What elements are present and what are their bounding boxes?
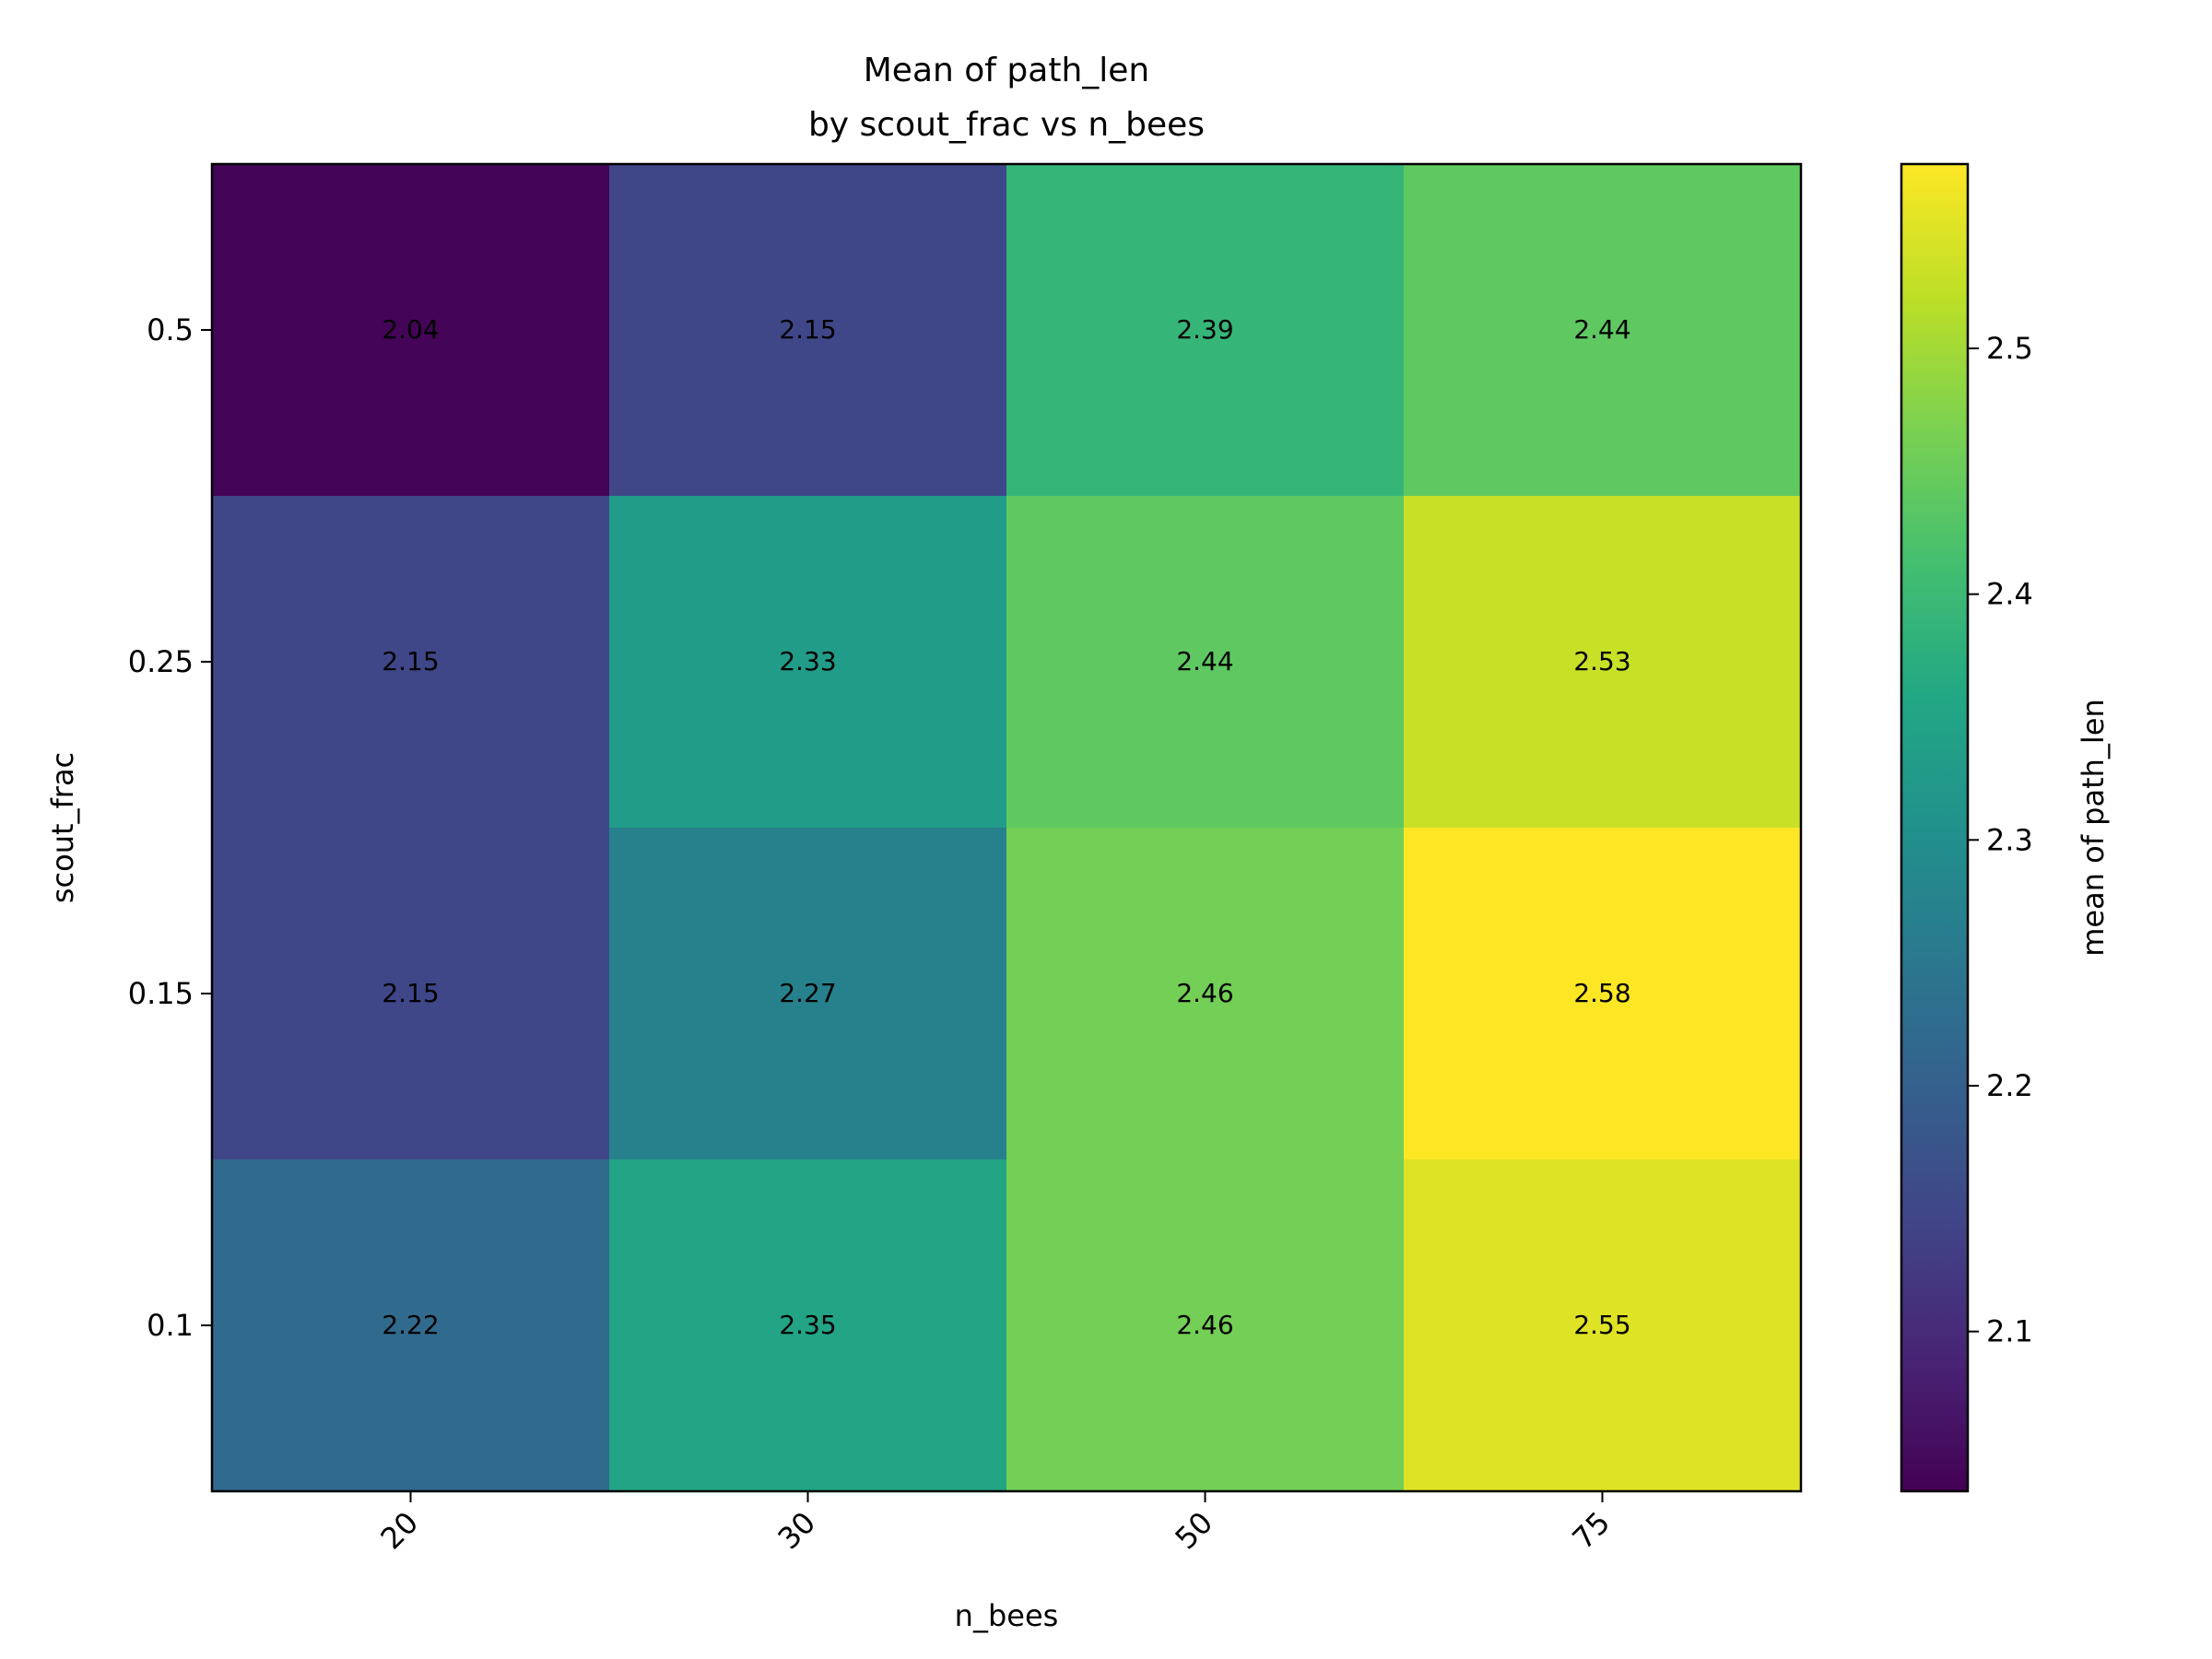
colorbar-frame	[1900, 162, 1970, 1493]
cell-value-label: 2.22	[382, 1310, 439, 1340]
cell-value-label: 2.44	[1176, 646, 1233, 677]
heatmap-cell-labels: 2.04 2.15 2.39 2.44 2.15 2.33 2.44 2.53 2.15 2.27…	[382, 314, 1630, 1340]
colorbar-tick-label: 2.5	[1986, 331, 2033, 366]
cell-value-label: 2.27	[779, 978, 836, 1008]
cell-value-label: 2.46	[1176, 978, 1233, 1008]
y-tick-label: 0.15	[128, 976, 194, 1011]
y-axis-label: scout_frac	[45, 752, 80, 903]
heatmap-cell	[609, 828, 1007, 1160]
cell-value-label: 2.53	[1573, 646, 1630, 677]
x-tick-label: 75	[1565, 1505, 1617, 1557]
cell-value-label: 2.44	[1573, 314, 1630, 345]
chart-title: Mean of path_len	[864, 52, 1149, 89]
cell-value-label: 2.15	[382, 646, 439, 677]
x-tick-label: 50	[1168, 1505, 1219, 1557]
colorbar-tick-label: 2.2	[1986, 1068, 2033, 1103]
y-axis-ticks: 0.5 0.25 0.15 0.1	[128, 312, 212, 1343]
x-axis-ticks: 20 30 50 75	[373, 1491, 1617, 1556]
colorbar-tick-label: 2.4	[1986, 577, 2033, 612]
heatmap-cell	[1006, 828, 1405, 1160]
x-tick-label: 30	[771, 1505, 822, 1557]
cell-value-label: 2.15	[382, 978, 439, 1008]
cell-value-label: 2.58	[1573, 978, 1630, 1008]
heatmap-cell	[609, 496, 1007, 829]
heatmap-cell	[609, 164, 1007, 497]
y-tick-label: 0.1	[147, 1308, 194, 1343]
heatmap-cell	[1404, 164, 1802, 497]
heatmap-cell	[1404, 496, 1802, 829]
heatmap-cell	[1404, 1159, 1802, 1492]
heatmap-cell	[1006, 496, 1405, 829]
heatmap-cell	[212, 496, 610, 829]
heatmap-cell	[212, 1159, 610, 1492]
colorbar-label: mean of path_len	[2076, 699, 2111, 957]
cell-value-label: 2.55	[1573, 1310, 1630, 1340]
x-tick-label: 20	[373, 1505, 425, 1557]
cell-value-label: 2.15	[779, 314, 836, 345]
cell-value-label: 2.46	[1176, 1310, 1233, 1340]
y-tick-label: 0.25	[128, 644, 194, 679]
heatmap-cells	[212, 164, 1802, 1492]
chart-subtitle: by scout_frac vs n_bees	[808, 106, 1205, 144]
plot-frame	[210, 162, 1803, 1493]
cell-value-label: 2.33	[779, 646, 836, 677]
heatmap-cell	[1006, 1159, 1405, 1492]
colorbar-tick-label: 2.3	[1986, 822, 2033, 857]
heatmap-cell	[212, 164, 610, 497]
heatmap-cell	[1404, 828, 1802, 1160]
colorbar	[1901, 164, 1968, 1491]
colorbar-ticks: 2.1 2.2 2.3 2.4 2.5	[1968, 331, 2033, 1349]
colorbar-tick-label: 2.1	[1986, 1314, 2033, 1349]
cell-value-label: 2.04	[382, 314, 439, 345]
heatmap-cell	[212, 828, 610, 1160]
cell-value-label: 2.35	[779, 1310, 836, 1340]
cell-value-label: 2.39	[1176, 314, 1233, 345]
x-axis-label: n_bees	[955, 1598, 1059, 1633]
y-tick-label: 0.5	[147, 312, 194, 347]
heatmap-cell	[1006, 164, 1405, 497]
heatmap-cell	[609, 1159, 1007, 1492]
